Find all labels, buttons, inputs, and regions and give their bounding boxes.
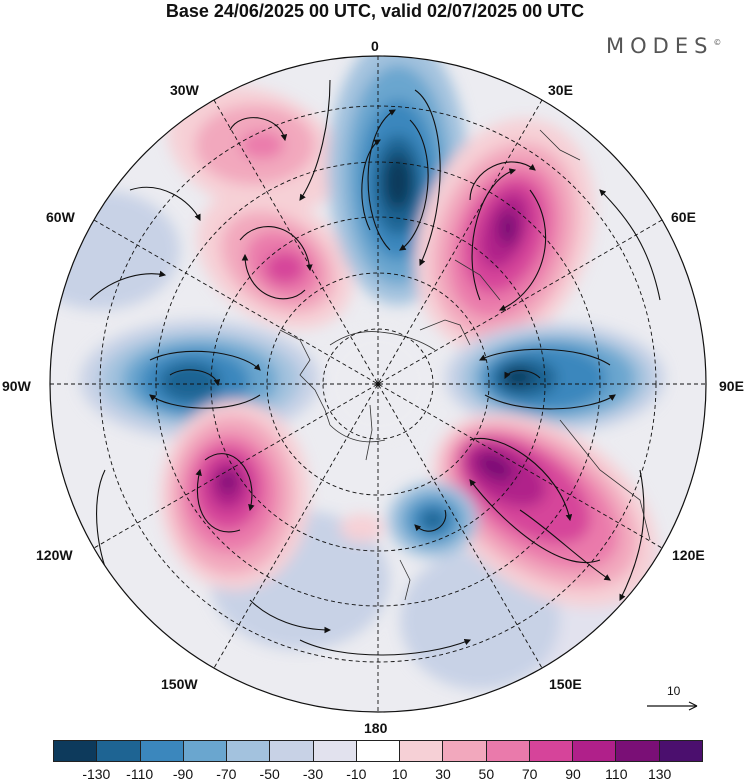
lon-label-30e: 30E — [548, 82, 573, 98]
brand-mark: © — [713, 38, 722, 47]
coastlines — [279, 129, 651, 601]
reference-vector-arrow — [647, 701, 698, 711]
colorbar-swatch — [443, 741, 487, 761]
colorbar-swatch — [573, 741, 617, 761]
colorbar-tick-label: -50 — [259, 766, 280, 782]
map-title: Base 24/06/2025 00 UTC, valid 02/07/2025… — [165, 1, 585, 21]
colorbar-swatch — [97, 741, 141, 761]
colorbar-tick-label: -90 — [172, 766, 194, 782]
colorbar-tick-label: 110 — [605, 766, 628, 782]
colorbar-swatch — [227, 741, 271, 761]
colorbar — [53, 740, 703, 762]
lon-label-120e: 120E — [672, 547, 705, 563]
colorbar-swatch — [54, 741, 98, 761]
colorbar-tick-label: -10 — [346, 766, 367, 782]
reference-vector-label: 10 — [667, 684, 681, 698]
colorbar-swatch — [140, 741, 184, 761]
lon-label-60w: 60W — [46, 209, 75, 225]
colorbar-tick-label: -30 — [302, 766, 324, 782]
colorbar-swatch — [356, 741, 401, 761]
colorbar-swatch — [616, 741, 660, 761]
colorbar-tick-label: -70 — [216, 766, 237, 782]
colorbar-tick-label: 90 — [565, 766, 581, 782]
lon-label-90e: 90E — [719, 378, 744, 394]
pole-marker — [375, 381, 381, 387]
wind-streamlines — [89, 79, 661, 656]
lon-label-0: 0 — [371, 38, 379, 54]
lon-label-30w: 30W — [170, 82, 199, 98]
lon-label-120w: 120W — [36, 547, 73, 563]
colorbar-swatch — [270, 741, 314, 761]
anomaly-field — [50, 56, 706, 712]
graticule — [50, 56, 706, 712]
colorbar-swatch — [183, 741, 228, 761]
colorbar-tick-label: 50 — [478, 766, 495, 782]
colorbar-swatch — [529, 741, 574, 761]
lon-label-180: 180 — [364, 720, 388, 736]
colorbar-tick-label: 10 — [391, 766, 408, 782]
map-boundary — [49, 55, 707, 713]
colorbar-tick-label: 30 — [435, 766, 451, 782]
lon-label-150e: 150E — [549, 676, 582, 692]
lon-label-60e: 60E — [671, 209, 696, 225]
colorbar-swatch — [313, 741, 357, 761]
colorbar-tick-label: 130 — [647, 766, 672, 782]
brand-name: MODES — [606, 34, 714, 58]
colorbar-tick-label: -110 — [126, 766, 154, 782]
lon-label-90w: 90W — [2, 378, 31, 394]
colorbar-swatch — [486, 741, 530, 761]
colorbar-tick-label: -130 — [82, 766, 111, 782]
lon-label-150w: 150W — [161, 676, 198, 692]
colorbar-tick-label: 70 — [521, 766, 538, 782]
colorbar-swatch — [400, 741, 444, 761]
colorbar-swatch — [659, 741, 702, 761]
brand-logo: MODES© — [606, 34, 721, 58]
